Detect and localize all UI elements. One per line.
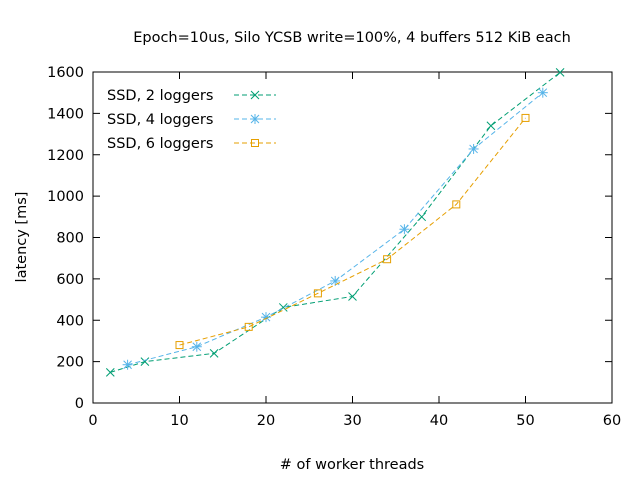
x-axis-label: # of worker threads: [280, 457, 425, 473]
data-point: [521, 113, 530, 122]
series-line: [110, 72, 561, 373]
x-tick-label: 10: [170, 413, 188, 429]
x-tick-label: 60: [603, 413, 621, 429]
data-point: [486, 121, 496, 131]
data-point: [261, 312, 271, 323]
data-point: [452, 200, 461, 209]
y-tick-label: 1200: [47, 148, 84, 164]
x-tick-label: 0: [88, 413, 97, 429]
y-tick-label: 800: [56, 231, 84, 247]
legend-item: SSD, 2 loggers: [107, 88, 276, 104]
series-3: [175, 113, 530, 350]
y-tick-label: 400: [56, 313, 84, 329]
series-line: [127, 92, 544, 366]
y-tick-label: 0: [75, 396, 84, 412]
legend-item: SSD, 4 loggers: [107, 112, 276, 128]
x-tick-label: 30: [343, 413, 361, 429]
data-point: [399, 224, 410, 235]
data-point: [175, 341, 184, 350]
plot-axes: 0 10 20 30 40 50 60020040060080010001200140016…: [47, 65, 621, 429]
data-point: [278, 303, 288, 312]
data-point: [313, 289, 322, 298]
data-point: [209, 348, 219, 358]
data-point: [140, 357, 150, 366]
legend-label: SSD, 4 loggers: [107, 112, 213, 128]
data-point: [537, 87, 548, 98]
series-1: [105, 68, 565, 377]
series-2: [122, 87, 548, 370]
legend-label: SSD, 2 loggers: [107, 88, 213, 104]
data-point: [383, 255, 392, 264]
y-tick-label: 200: [56, 355, 84, 371]
data-point: [468, 143, 479, 154]
legend-label: SSD, 6 loggers: [107, 136, 213, 152]
legend-marker: [250, 90, 260, 100]
data-point: [244, 322, 253, 331]
y-tick-label: 1600: [47, 65, 84, 81]
legend-marker: [251, 139, 259, 147]
x-tick-label: 20: [257, 413, 275, 429]
series-line: [179, 117, 526, 346]
y-tick-label: 1000: [47, 189, 84, 205]
legend-item: SSD, 6 loggers: [107, 136, 276, 152]
x-tick-label: 50: [516, 413, 534, 429]
y-tick-label: 600: [56, 272, 84, 288]
data-point: [555, 68, 565, 77]
x-tick-label: 40: [430, 413, 448, 429]
chart-title: Epoch=10us, Silo YCSB write=100%, 4 buff…: [133, 30, 571, 46]
y-axis-label: latency [ms]: [14, 192, 30, 283]
data-point: [191, 341, 202, 352]
data-point: [122, 359, 133, 370]
data-point: [105, 368, 115, 377]
data-point: [330, 275, 341, 286]
y-tick-label: 1400: [47, 106, 84, 122]
data-point: [348, 292, 357, 301]
legend: SSD, 2 loggers SSD, 4 loggers SSD, 6 logge…: [107, 88, 276, 152]
data-point: [417, 212, 427, 222]
legend-marker: [250, 114, 260, 124]
series-layer: [105, 68, 565, 377]
